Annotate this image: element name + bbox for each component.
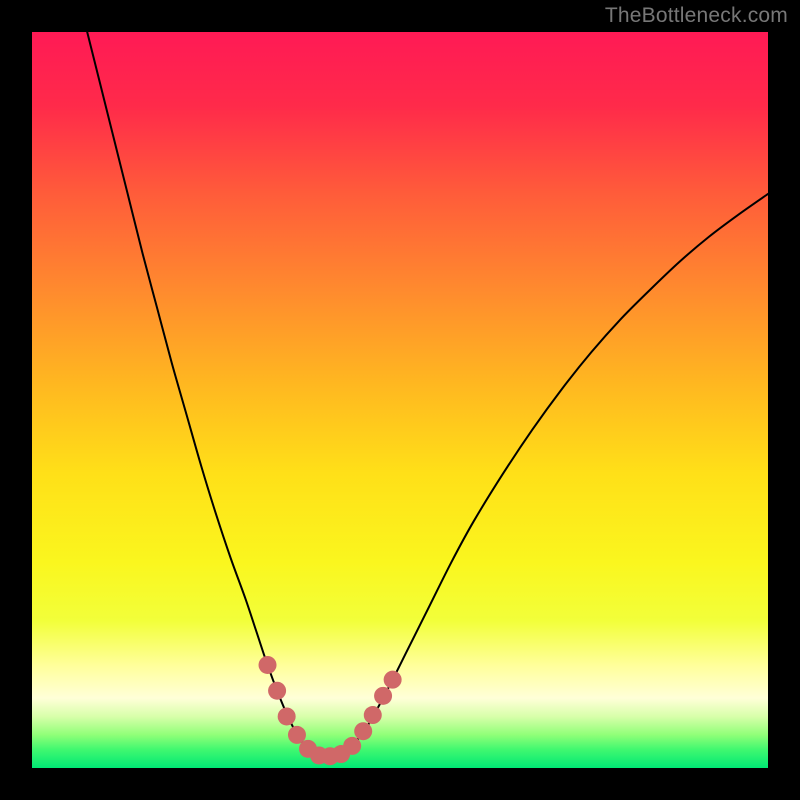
bottleneck-chart (0, 0, 800, 800)
curve-marker (288, 726, 306, 744)
watermark-label: TheBottleneck.com (605, 4, 788, 28)
curve-marker (384, 671, 402, 689)
curve-marker (278, 707, 296, 725)
curve-marker (259, 656, 277, 674)
curve-marker (364, 706, 382, 724)
curve-marker (374, 687, 392, 705)
curve-marker (354, 722, 372, 740)
curve-marker (343, 737, 361, 755)
curve-marker (268, 682, 286, 700)
chart-background (32, 32, 768, 768)
